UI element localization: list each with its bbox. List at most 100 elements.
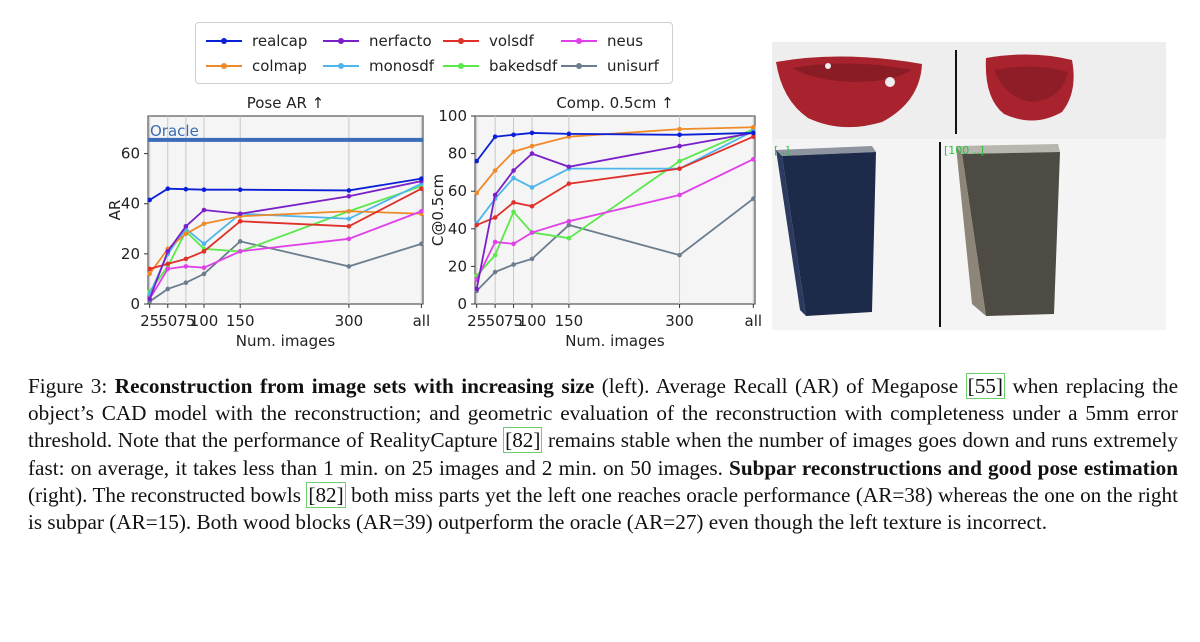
x-tick-label: 100 (190, 312, 219, 330)
data-point-nerfacto (529, 151, 535, 156)
caption-bold-title-2: Subpar reconstructions and good pose est… (729, 455, 1178, 480)
data-point-realcap (419, 176, 424, 181)
left-block-label: [..] (774, 144, 790, 157)
left-block-top (776, 146, 876, 156)
data-point-realcap (237, 187, 243, 192)
reconstruction-photos-image: [..] [100 ..] (772, 42, 1166, 330)
chart-legend: realcap nerfacto volsdf neus colmap mono… (195, 22, 673, 84)
data-point-nerfacto (511, 168, 516, 173)
legend-label-nerfacto: nerfacto (369, 32, 432, 50)
caption-text-2: when replacing the object’s CAD model wi… (28, 374, 1178, 453)
right-block-label: [100 ..] (944, 144, 984, 157)
data-point-nerfacto (677, 143, 682, 149)
data-point-volsdf (237, 218, 243, 224)
plot-area (147, 115, 424, 305)
data-point-realcap (201, 187, 207, 192)
left-block-side (776, 150, 806, 316)
legend-swatch-nerfacto (323, 38, 359, 44)
data-point-nerfacto (346, 193, 352, 199)
data-point-colmap (677, 126, 682, 132)
reconstruction-photos: [..] [100 ..] (772, 42, 1166, 330)
data-point-monosdf (346, 216, 352, 222)
data-point-neus (346, 236, 352, 242)
data-point-neus (165, 266, 171, 272)
data-point-neus (511, 241, 516, 247)
legend-swatch-colmap (206, 63, 242, 69)
data-point-colmap (511, 149, 516, 155)
legend-swatch-realcap (206, 38, 242, 44)
x-tick-label: 50 (486, 312, 505, 330)
data-point-realcap (566, 131, 572, 137)
data-point-volsdf (147, 266, 152, 272)
caption-paragraph: Figure 3: Reconstruction from image sets… (28, 373, 1178, 536)
x-tick-label: 75 (504, 312, 523, 330)
left-bowl-inner (792, 63, 912, 82)
legend-swatch-neus (561, 38, 597, 44)
data-point-realcap (165, 186, 171, 191)
data-point-unisurf (529, 256, 535, 262)
x-tick-label: 50 (158, 312, 177, 330)
data-point-neus (183, 264, 189, 269)
data-point-unisurf (492, 269, 498, 275)
caption-text-3: remains stable when the number of images… (28, 428, 1178, 480)
left-bowl-hole-2 (825, 63, 831, 69)
data-point-realcap (492, 134, 498, 139)
caption-text-5: both miss parts yet the left one reaches… (28, 482, 1178, 535)
legend-item-bakedsdf: bakedsdf (443, 56, 557, 76)
figure-caption: Figure 3: Reconstruction from image sets… (28, 373, 1178, 536)
x-tick-label: 25 (140, 312, 159, 330)
caption-bold-title-1: Reconstruction from image sets with incr… (114, 374, 595, 398)
x-axis-label: Num. images (565, 332, 665, 350)
data-point-nerfacto (147, 296, 152, 302)
data-point-monosdf (529, 185, 535, 190)
x-tick-label: all (745, 312, 763, 330)
x-tick-label: 100 (518, 312, 547, 330)
y-tick-label: 40 (121, 195, 140, 213)
data-point-colmap (529, 143, 535, 149)
data-point-realcap (529, 130, 535, 136)
data-point-nerfacto (183, 223, 189, 229)
legend-swatch-volsdf (443, 38, 479, 44)
data-point-unisurf (751, 196, 756, 202)
x-tick-label: 150 (555, 312, 584, 330)
data-point-unisurf (511, 262, 516, 267)
data-point-neus (237, 249, 243, 254)
data-point-volsdf (165, 261, 171, 267)
left-bowl-hole (885, 77, 895, 87)
data-point-bakedsdf (566, 235, 572, 241)
data-point-volsdf (183, 256, 189, 262)
data-point-realcap (147, 197, 152, 203)
data-point-realcap (511, 132, 516, 138)
y-tick-label: 80 (448, 145, 467, 163)
data-point-unisurf (201, 271, 207, 277)
legend-swatch-unisurf (561, 63, 597, 69)
data-point-unisurf (237, 239, 243, 244)
data-point-volsdf (346, 223, 352, 229)
data-point-nerfacto (566, 164, 572, 170)
citation-82[interactable]: [82] (503, 427, 543, 454)
x-tick-label: all (413, 312, 431, 330)
citation-55[interactable]: [55] (965, 373, 1005, 399)
legend-label-monosdf: monosdf (369, 57, 435, 75)
y-tick-label: 60 (121, 145, 140, 163)
data-point-unisurf (346, 264, 352, 269)
legend-label-bakedsdf: bakedsdf (489, 57, 558, 75)
y-tick-label: 20 (448, 257, 467, 275)
data-point-unisurf (165, 286, 171, 292)
legend-item-realcap: realcap (206, 31, 307, 51)
data-point-bakedsdf (492, 252, 498, 258)
data-point-realcap (474, 158, 479, 164)
data-point-unisurf (183, 280, 189, 285)
data-point-volsdf (511, 200, 516, 205)
caption-text-4: (right). The reconstructed bowls (28, 482, 307, 507)
data-point-nerfacto (165, 249, 171, 254)
data-point-nerfacto (237, 211, 243, 217)
right-block-top (956, 144, 1060, 154)
data-point-neus (492, 239, 498, 245)
y-tick-label: 100 (438, 107, 467, 125)
citation-82-bowls[interactable]: [82] (306, 481, 346, 508)
y-tick-label: 40 (448, 220, 467, 238)
legend-item-neus: neus (561, 31, 643, 51)
data-point-colmap (751, 124, 756, 130)
